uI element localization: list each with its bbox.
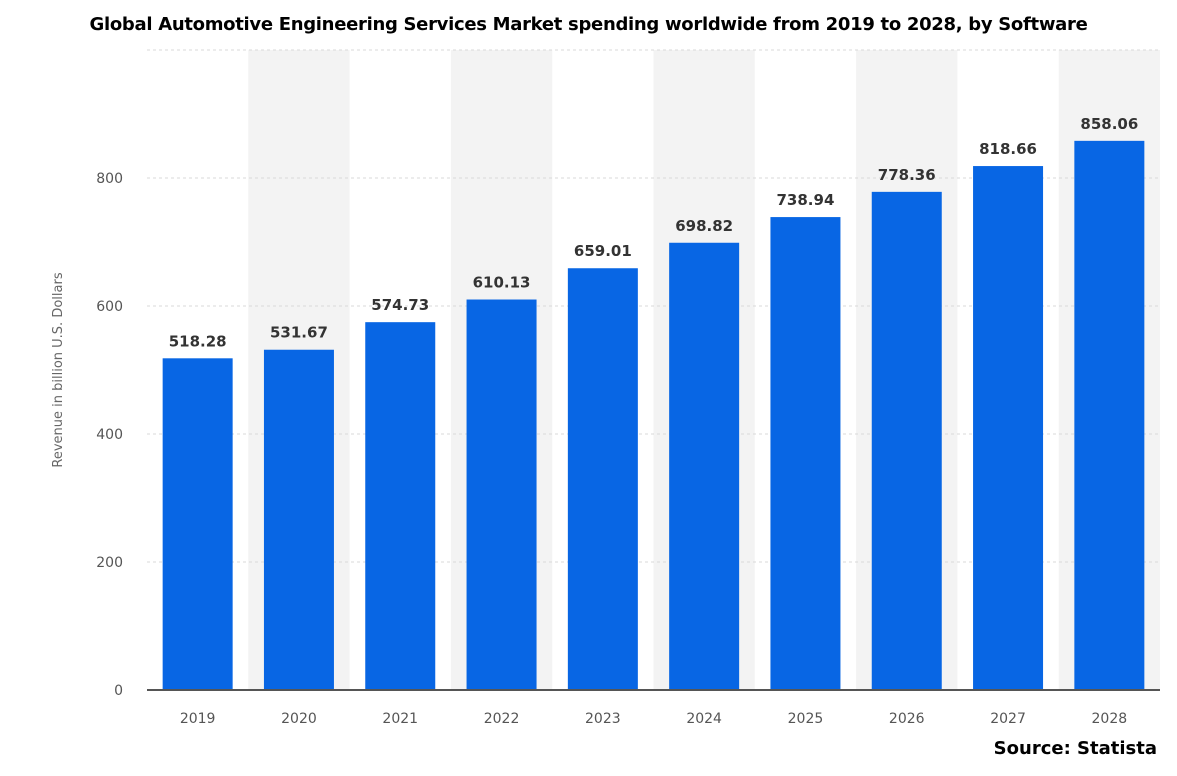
data-label-2021: 574.73 (371, 296, 429, 314)
x-tick-label-2024: 2024 (686, 711, 722, 727)
x-tick-label-2025: 2025 (788, 711, 824, 727)
data-label-2022: 610.13 (473, 274, 531, 292)
y-tick-label: 600 (96, 299, 123, 315)
x-tick-label-2022: 2022 (484, 711, 520, 727)
y-axis-title: Revenue in billion U.S. Dollars (51, 272, 66, 467)
x-tick-label-2020: 2020 (281, 711, 317, 727)
x-tick-label-2028: 2028 (1092, 711, 1128, 727)
bars (162, 140, 1145, 691)
x-axis-ticks: 2019 2020 2021 2022 2023 2024 2025 2026 2027 2028 (180, 711, 1127, 727)
bar-2028 (1074, 140, 1145, 690)
data-label-2024: 698.82 (675, 217, 733, 235)
x-tick-label-2023: 2023 (585, 711, 621, 727)
y-tick-label: 0 (114, 683, 123, 699)
y-tick-label: 400 (96, 427, 123, 443)
bar-2024 (669, 242, 740, 691)
data-label-2026: 778.36 (878, 166, 936, 184)
bar-2022 (466, 299, 537, 690)
source-note: Source: Statista (993, 738, 1157, 759)
bar-2023 (567, 268, 638, 690)
x-tick-label-2019: 2019 (180, 711, 216, 727)
y-tick-label: 800 (96, 171, 123, 187)
data-label-2028: 858.06 (1080, 115, 1138, 133)
data-labels: 518.28 531.67 574.73 610.13 659.01 698.82 738.… (169, 115, 1139, 350)
x-tick-label-2021: 2021 (382, 711, 418, 727)
bar-2026 (871, 191, 942, 690)
bar-2025 (770, 217, 841, 690)
bar-2019 (162, 358, 233, 690)
y-tick-label: 200 (96, 555, 123, 571)
data-label-2020: 531.67 (270, 324, 328, 342)
x-tick-label-2026: 2026 (889, 711, 925, 727)
data-label-2027: 818.66 (979, 140, 1037, 158)
chart-title: Global Automotive Engineering Services M… (89, 14, 1088, 35)
data-label-2025: 738.94 (777, 191, 835, 209)
x-tick-label-2027: 2027 (990, 711, 1026, 727)
bar-2021 (365, 322, 436, 690)
data-label-2023: 659.01 (574, 242, 632, 260)
bar-2027 (973, 166, 1044, 690)
y-axis-ticks: 0 200 400 600 800 (96, 171, 123, 699)
bar-2020 (263, 349, 334, 690)
data-label-2019: 518.28 (169, 332, 227, 350)
